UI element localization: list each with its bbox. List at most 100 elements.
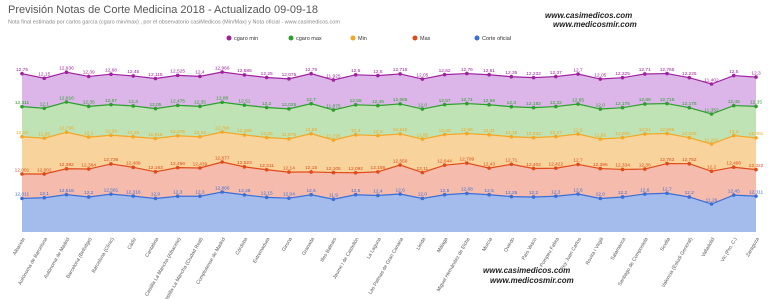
point <box>509 134 514 139</box>
data-label: 12,5 <box>440 188 450 194</box>
data-label: 12,5 <box>729 69 739 75</box>
data-label: 11,925 <box>326 73 341 79</box>
point <box>620 75 625 80</box>
line <box>21 131 757 145</box>
data-label: 12,0 <box>418 192 428 198</box>
data-label: 12,62 <box>439 68 451 74</box>
x-tick-label: Barcelona (Bellvitge) <box>65 236 93 279</box>
point <box>353 103 358 107</box>
point <box>131 134 136 139</box>
point <box>20 172 24 176</box>
x-tick-label: Málaga <box>436 236 450 253</box>
point <box>264 105 269 110</box>
data-label: 12,57 <box>439 98 451 104</box>
data-label: 12,916 <box>59 95 74 101</box>
data-label: 12,311 <box>749 189 764 195</box>
point <box>376 103 380 108</box>
data-label: 12,1 <box>40 191 50 197</box>
point <box>64 100 69 104</box>
point <box>331 108 336 112</box>
point <box>331 170 336 175</box>
point <box>86 135 91 139</box>
point <box>754 104 758 109</box>
point <box>242 103 247 107</box>
data-label: 12,163 <box>148 165 163 171</box>
data-label: 12,334 <box>615 163 630 169</box>
point <box>153 196 158 201</box>
point <box>576 132 580 136</box>
point <box>531 166 536 171</box>
point <box>554 194 558 199</box>
data-label: 12,5 <box>373 69 383 75</box>
legend-marker <box>226 35 232 41</box>
data-label: 12,175 <box>682 101 697 107</box>
data-label: 12,232 <box>526 71 541 77</box>
data-label: 12,182 <box>526 101 541 107</box>
data-label: 12,3 <box>373 129 383 135</box>
point <box>598 137 603 141</box>
point <box>642 132 647 136</box>
point <box>665 161 669 166</box>
point <box>42 172 47 176</box>
point <box>465 161 469 165</box>
point <box>42 106 47 111</box>
data-label: 11,95 <box>38 132 50 138</box>
point <box>465 71 469 76</box>
point <box>376 133 380 138</box>
data-label: 12,14 <box>194 130 206 136</box>
data-label: 12,75 <box>16 67 28 73</box>
data-label: 12,364 <box>81 162 96 168</box>
x-tick-label: Zaragoza <box>745 236 761 257</box>
point <box>665 191 669 196</box>
data-label: 12,1 <box>84 130 94 136</box>
point <box>420 196 425 201</box>
point <box>576 72 580 76</box>
point <box>687 75 692 80</box>
data-label: 12,51 <box>639 127 651 133</box>
point <box>20 104 24 109</box>
legend-label: cgaro min <box>234 36 258 42</box>
point <box>687 161 692 166</box>
data-label: 12,7 <box>306 97 316 103</box>
point <box>731 103 736 108</box>
point <box>398 163 402 167</box>
point <box>109 192 113 196</box>
data-label: 12,2 <box>618 190 628 196</box>
x-tick-label: Córdoba <box>235 236 250 256</box>
data-label: 12,115 <box>148 72 163 78</box>
point <box>109 133 113 138</box>
point <box>287 107 291 111</box>
point <box>754 136 758 140</box>
point <box>242 73 247 77</box>
x-tick-label: Lleida <box>415 236 427 251</box>
point <box>287 170 291 174</box>
point <box>731 73 736 78</box>
data-label: 12,88 <box>216 96 228 102</box>
data-label: 12,516 <box>59 188 74 194</box>
point <box>620 105 625 110</box>
watermark: www.casimedicos.com <box>545 11 632 20</box>
data-label: 12,225 <box>615 71 630 77</box>
point <box>420 170 425 175</box>
point <box>131 104 136 108</box>
data-label: 12,0 <box>596 102 606 108</box>
point <box>175 103 180 108</box>
data-label: 12,032 <box>526 131 541 137</box>
data-label: 12,385 <box>237 128 252 134</box>
legend-label: cgaro max <box>296 36 322 42</box>
point <box>465 101 469 106</box>
data-label: 12,65 <box>572 97 584 103</box>
x-tick-label: Illes Balears <box>319 236 338 263</box>
point <box>220 130 224 134</box>
point <box>353 170 358 175</box>
data-label: 12,656 <box>393 158 408 164</box>
data-label: 12,15 <box>127 130 139 136</box>
data-label: 12,5 <box>306 188 316 194</box>
data-label: 12,766 <box>215 125 230 131</box>
point <box>131 194 136 198</box>
point <box>442 192 447 197</box>
data-label: 12,04 <box>283 191 295 197</box>
legend-label: Max <box>420 36 431 42</box>
point <box>64 166 69 171</box>
x-tick-label: Sevilla <box>659 236 672 252</box>
